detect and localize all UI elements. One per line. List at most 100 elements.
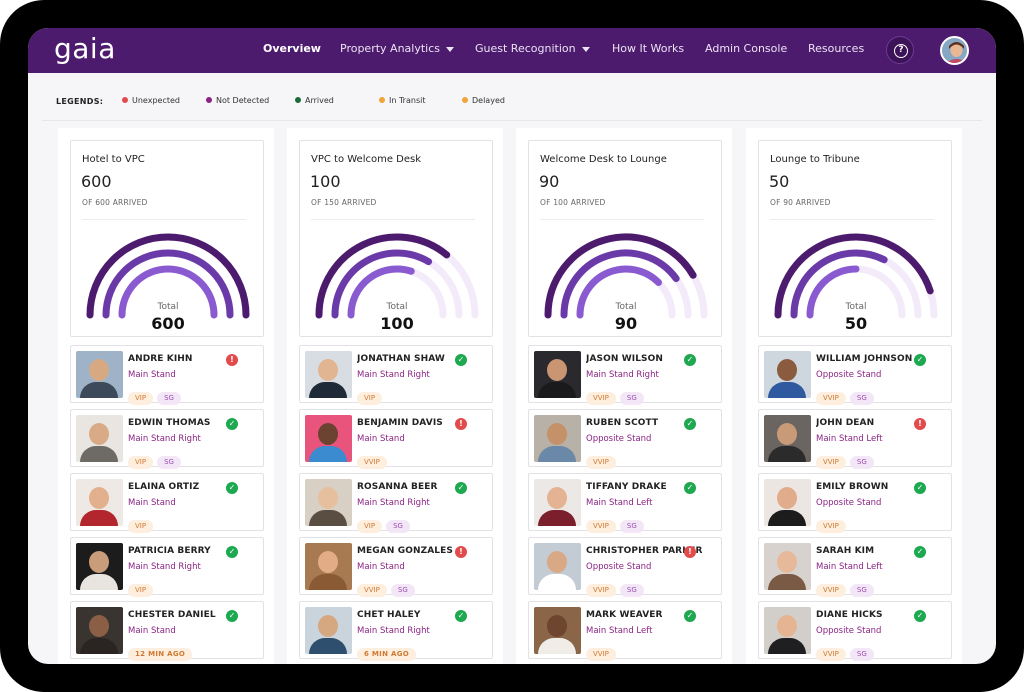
gaia-logo[interactable]: gaia: [54, 32, 116, 65]
check-circle-icon: ✓: [226, 610, 238, 622]
guest-card[interactable]: RUBEN SCOTT Opposite Stand VVIP ✓: [528, 409, 722, 469]
route-arrived-subtitle: OF 600 ARRIVED: [82, 198, 148, 207]
user-avatar[interactable]: [940, 36, 969, 65]
gauge-ring: [576, 265, 663, 319]
check-circle-icon: ✓: [684, 482, 696, 494]
guest-photo: [305, 351, 352, 398]
guest-tags: VIP: [357, 385, 386, 405]
nav-item-property-analytics[interactable]: Property Analytics: [340, 42, 454, 55]
nav-item-guest-recognition[interactable]: Guest Recognition: [475, 42, 590, 55]
guest-card[interactable]: CHET HALEY Main Stand Right 6 MIN AGO ✓: [299, 601, 493, 661]
guest-card[interactable]: CHRISTOPHER PARKER Opposite Stand VVIP SG!: [528, 537, 722, 597]
guest-location: Opposite Stand: [816, 498, 882, 508]
guest-tag: SG: [849, 392, 874, 405]
gauge-total-value: 100: [380, 314, 414, 333]
legend-item-in-transit: In Transit: [379, 96, 425, 105]
guest-tag: SG: [157, 392, 181, 405]
guest-card[interactable]: WILLIAM JOHNSON Opposite Stand VVIP SG ✓: [758, 345, 952, 405]
check-circle-icon: ✓: [914, 610, 926, 622]
route-summary-card[interactable]: VPC to Welcome Desk 100 OF 150 ARRIVED Tota…: [299, 140, 493, 337]
guest-tags: VIP: [128, 513, 157, 533]
guest-card[interactable]: JOHN DEAN Main Stand Left VVIP SG!: [758, 409, 952, 469]
guest-location: Main Stand: [357, 562, 405, 572]
gauge-total-value: 90: [614, 314, 638, 333]
route-arrived-subtitle: OF 100 ARRIVED: [540, 198, 606, 207]
route-summary-card[interactable]: Hotel to VPC 600 OF 600 ARRIVED Total 600: [70, 140, 264, 337]
guest-card[interactable]: PATRICIA BERRY Main Stand Right VIP ✓: [70, 537, 264, 597]
guest-tags: 12 MIN AGO: [128, 641, 196, 661]
alert-circle-icon: !: [226, 354, 238, 366]
guest-card[interactable]: TIFFANY DRAKE Main Stand Left VVIP SG ✓: [528, 473, 722, 533]
guest-location: Main Stand Left: [586, 626, 653, 636]
legend-label: Unexpected: [132, 96, 180, 105]
guest-tag: SG: [619, 584, 644, 597]
guest-card[interactable]: EMILY BROWN Opposite Stand VVIP ✓: [758, 473, 952, 533]
legend-dot-icon: [122, 97, 128, 103]
alert-circle-icon: !: [684, 546, 696, 558]
legend-item-arrived: Arrived: [295, 96, 334, 105]
legend-item-unexpected: Unexpected: [122, 96, 180, 105]
check-circle-icon: ✓: [226, 418, 238, 430]
guest-card[interactable]: MEGAN GONZALES Main Stand VVIP SG!: [299, 537, 493, 597]
guest-tag: SG: [849, 584, 874, 597]
guest-photo: [76, 607, 123, 654]
arrival-gauge: [774, 233, 938, 319]
guest-tag: VIP: [357, 392, 383, 405]
guest-tags: VVIP SG: [586, 577, 648, 597]
route-count: 50: [769, 172, 790, 191]
guest-photo: [76, 351, 123, 398]
legend-bar: LEGENDS: Unexpected Not Detected Arrived In…: [42, 76, 966, 120]
nav-item-label: How It Works: [612, 42, 685, 55]
gauge-ring: [806, 265, 860, 319]
nav-item-admin-console[interactable]: Admin Console: [705, 42, 787, 55]
gauge-total-label: Total: [845, 302, 867, 312]
guest-card[interactable]: SARAH KIM Main Stand Left VVIP SG ✓: [758, 537, 952, 597]
guest-card[interactable]: JASON WILSON Main Stand Right VVIP SG ✓: [528, 345, 722, 405]
route-title: Hotel to VPC: [82, 154, 145, 165]
guest-location: Main Stand Right: [357, 626, 430, 636]
route-divider: [540, 219, 704, 220]
guest-tag: VVIP: [816, 520, 846, 533]
check-circle-icon: ✓: [914, 546, 926, 558]
guest-tags: VVIP: [586, 641, 620, 661]
guest-card[interactable]: EDWIN THOMAS Main Stand Right VIP SG ✓: [70, 409, 264, 469]
app-screen: gaia Overview Property Analytics Guest Rec…: [28, 28, 996, 664]
nav-item-resources[interactable]: Resources: [808, 42, 864, 55]
gauge-total-label: Total: [386, 302, 408, 312]
avatar-icon: [942, 38, 967, 63]
gauge-ring: [86, 233, 250, 319]
route-column: Lounge to Tribune 50 OF 90 ARRIVED Total 50 W…: [746, 128, 962, 664]
guest-tags: 6 MIN AGO: [357, 641, 420, 661]
guest-location: Opposite Stand: [586, 562, 652, 572]
guest-location: Main Stand Left: [586, 498, 653, 508]
guest-tags: VIP SG: [128, 449, 185, 469]
nav-item-how-it-works[interactable]: How It Works: [612, 42, 684, 55]
guest-location: Main Stand Right: [128, 562, 201, 572]
guest-photo: [764, 415, 811, 462]
guest-tag: VVIP: [586, 392, 616, 405]
guest-card[interactable]: ANDRE KIHN Main Stand VIP SG!: [70, 345, 264, 405]
route-summary-card[interactable]: Welcome Desk to Lounge 90 OF 100 ARRIVED To…: [528, 140, 722, 337]
guest-card[interactable]: MARK WEAVER Main Stand Left VVIP ✓: [528, 601, 722, 661]
guest-card[interactable]: JONATHAN SHAW Main Stand Right VIP ✓: [299, 345, 493, 405]
guest-card[interactable]: DIANE HICKS Opposite Stand VVIP SG ✓: [758, 601, 952, 661]
route-column: Welcome Desk to Lounge 90 OF 100 ARRIVED To…: [516, 128, 732, 664]
guest-photo: [76, 415, 123, 462]
guest-tag: SG: [157, 456, 181, 469]
alert-circle-icon: !: [455, 418, 467, 430]
guest-card[interactable]: ROSANNA BEER Main Stand Right VIP SG ✓: [299, 473, 493, 533]
route-summary-card[interactable]: Lounge to Tribune 50 OF 90 ARRIVED Total 50: [758, 140, 952, 337]
route-arrived-subtitle: OF 90 ARRIVED: [770, 198, 831, 207]
help-button[interactable]: ?: [886, 36, 914, 64]
guest-location: Main Stand Left: [816, 434, 883, 444]
guest-card[interactable]: BENJAMIN DAVIS Main Stand VVIP!: [299, 409, 493, 469]
nav-item-overview[interactable]: Overview: [263, 42, 321, 55]
guest-card[interactable]: ELAINA ORTIZ Main Stand VIP ✓: [70, 473, 264, 533]
guest-tags: VVIP SG: [586, 385, 648, 405]
gauge-ring: [790, 249, 888, 319]
gauge-total-label: Total: [615, 302, 637, 312]
guest-card[interactable]: CHESTER DANIEL Main Stand 12 MIN AGO ✓: [70, 601, 264, 661]
guest-tag: VVIP: [816, 648, 846, 661]
guest-tag: VVIP: [586, 520, 616, 533]
guest-tag: VIP: [128, 456, 154, 469]
